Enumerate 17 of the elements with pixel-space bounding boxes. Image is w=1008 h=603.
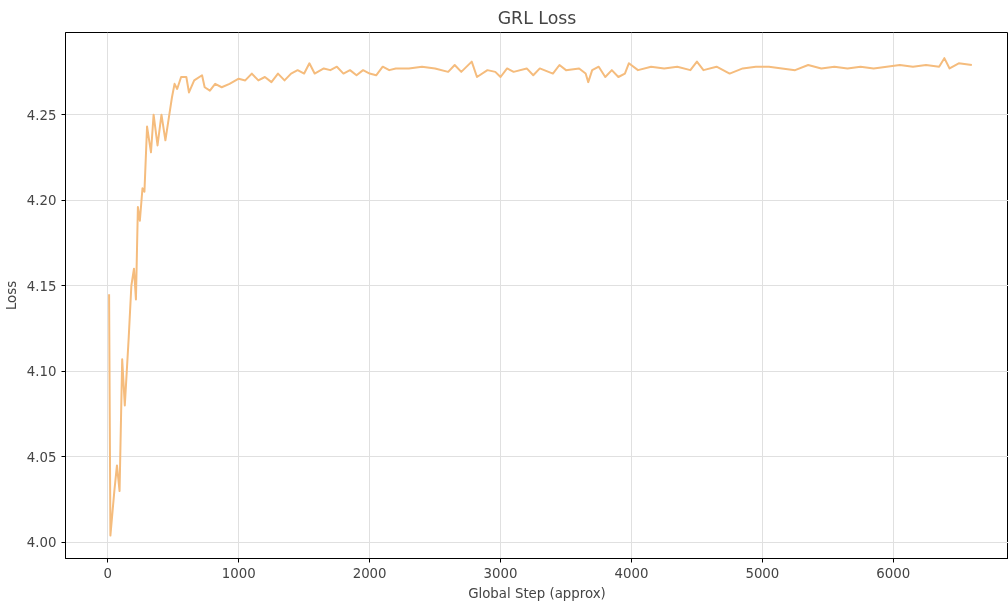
x-tick-label: 6000 xyxy=(876,565,911,581)
x-tick-label: 0 xyxy=(103,565,113,581)
y-tick-label: 4.10 xyxy=(26,364,57,380)
y-tick-label: 4.00 xyxy=(26,535,57,551)
chart-title: GRL Loss xyxy=(497,7,577,28)
x-tick-label: 3000 xyxy=(483,565,518,581)
x-tick-label: 2000 xyxy=(352,565,387,581)
y-tick-label: 4.25 xyxy=(26,107,57,123)
y-tick-label: 4.05 xyxy=(26,449,57,465)
x-tick-label: 4000 xyxy=(614,565,649,581)
x-tick-label: 1000 xyxy=(221,565,256,581)
y-axis-title: Loss xyxy=(3,280,19,311)
line-series xyxy=(108,57,973,537)
y-tick-label: 4.15 xyxy=(26,278,57,294)
x-axis-title: Global Step (approx) xyxy=(468,585,606,601)
x-tick-label: 5000 xyxy=(745,565,780,581)
y-tick-label: 4.20 xyxy=(26,193,57,209)
